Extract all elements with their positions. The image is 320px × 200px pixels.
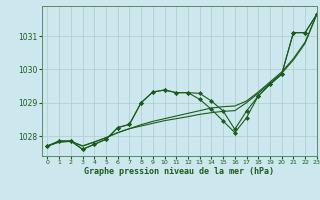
X-axis label: Graphe pression niveau de la mer (hPa): Graphe pression niveau de la mer (hPa): [84, 167, 274, 176]
